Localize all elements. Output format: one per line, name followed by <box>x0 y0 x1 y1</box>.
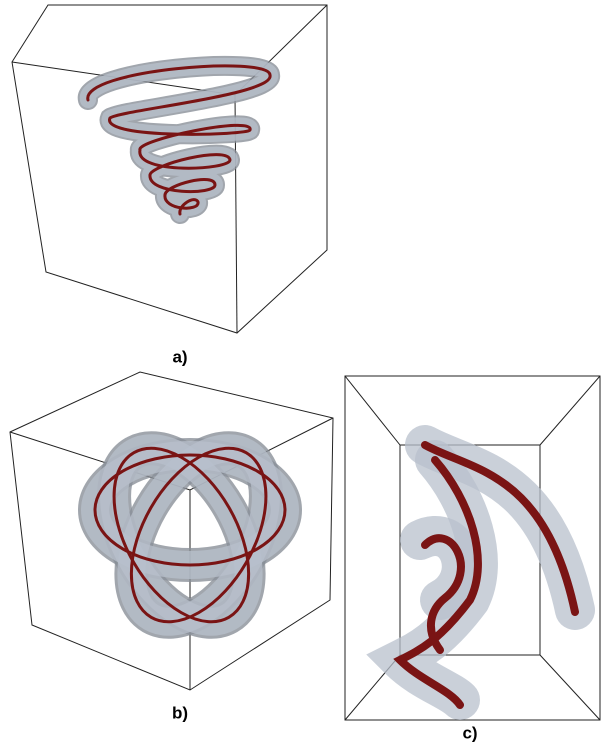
helix-surface <box>78 55 280 224</box>
knot-surface <box>78 431 302 639</box>
bounding-cube <box>9 371 334 691</box>
panel-c: c) <box>344 375 601 742</box>
panel-a: a) <box>11 4 328 366</box>
panel-label: c) <box>462 723 477 742</box>
panel-label: b) <box>172 703 188 722</box>
filament-surface <box>366 425 595 720</box>
panel-b: b) <box>9 371 334 722</box>
panel-label: a) <box>172 347 187 366</box>
